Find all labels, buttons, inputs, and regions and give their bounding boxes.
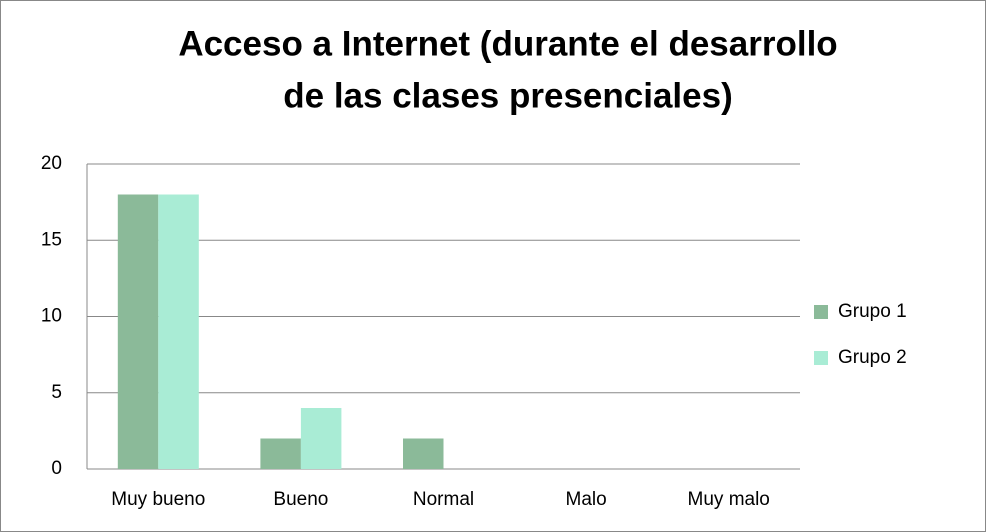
bar xyxy=(158,194,199,469)
y-tick-label: 15 xyxy=(41,229,62,250)
y-tick-label: 0 xyxy=(51,458,62,479)
legend-swatch xyxy=(814,351,828,365)
y-tick-label: 5 xyxy=(51,382,62,403)
bar xyxy=(300,408,342,469)
chart-title: de las clases presenciales) xyxy=(283,76,732,115)
x-tick-label: Muy malo xyxy=(688,489,770,510)
bar xyxy=(403,438,444,469)
bar xyxy=(260,438,301,469)
x-tick-label: Muy bueno xyxy=(111,489,205,510)
y-tick-label: 20 xyxy=(41,153,62,174)
x-tick-label: Bueno xyxy=(273,489,328,510)
x-tick-label: Malo xyxy=(566,489,607,510)
chart-title: Acceso a Internet (durante el desarrollo xyxy=(178,24,837,63)
legend-swatch xyxy=(814,305,828,319)
x-tick-label: Normal xyxy=(413,489,474,510)
legend-label: Grupo 1 xyxy=(838,301,907,322)
legend-label: Grupo 2 xyxy=(838,347,907,368)
bar xyxy=(117,194,159,469)
y-tick-label: 10 xyxy=(41,306,62,327)
